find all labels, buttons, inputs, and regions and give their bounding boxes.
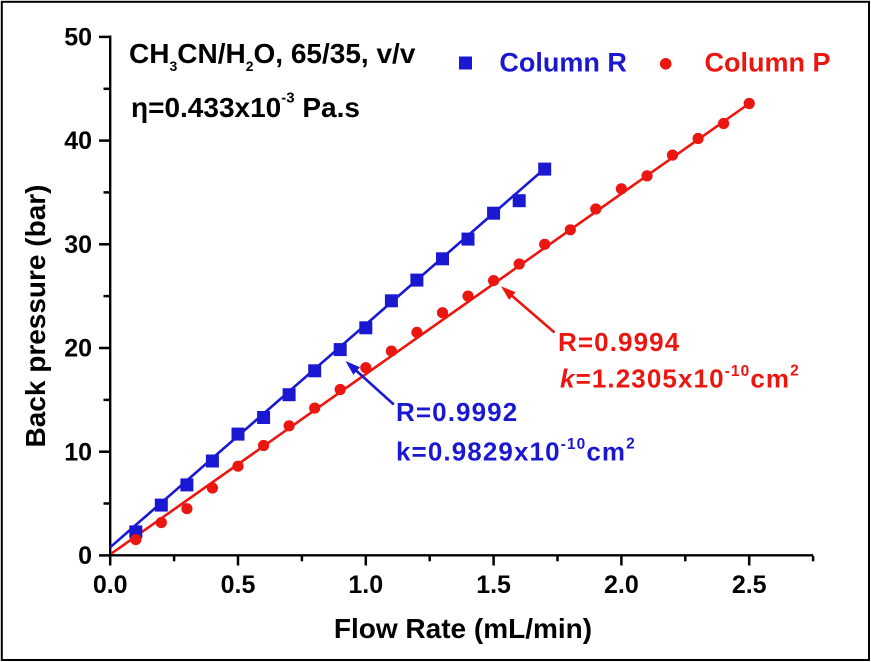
svg-text:0.0: 0.0 <box>93 571 128 599</box>
svg-text:0.5: 0.5 <box>221 571 256 599</box>
svg-text:2.5: 2.5 <box>732 571 767 599</box>
svg-text:k=0.9829x10-10cm2: k=0.9829x10-10cm2 <box>396 435 636 466</box>
svg-text:10: 10 <box>64 438 92 466</box>
svg-text:k=1.2305x10-10cm2: k=1.2305x10-10cm2 <box>560 363 800 394</box>
svg-text:CH3CN/H2O, 65/35, v/v: CH3CN/H2O, 65/35, v/v <box>129 38 416 74</box>
svg-text:Back pressure (bar): Back pressure (bar) <box>20 184 51 447</box>
svg-text:40: 40 <box>64 127 92 155</box>
svg-text:Column P: Column P <box>705 48 831 78</box>
svg-text:Column R: Column R <box>499 48 627 78</box>
svg-text:50: 50 <box>64 24 92 52</box>
svg-text:η=0.433x10-3 Pa.s: η=0.433x10-3 Pa.s <box>131 90 360 124</box>
svg-text:1.5: 1.5 <box>476 571 511 599</box>
svg-text:Flow Rate (mL/min): Flow Rate (mL/min) <box>334 613 592 644</box>
svg-text:R=0.9994: R=0.9994 <box>558 327 680 357</box>
svg-text:30: 30 <box>64 231 92 259</box>
svg-text:1.0: 1.0 <box>348 571 383 599</box>
svg-text:2.0: 2.0 <box>604 571 639 599</box>
svg-text:0: 0 <box>78 542 92 570</box>
svg-text:R=0.9992: R=0.9992 <box>396 397 518 427</box>
svg-text:20: 20 <box>64 335 92 363</box>
